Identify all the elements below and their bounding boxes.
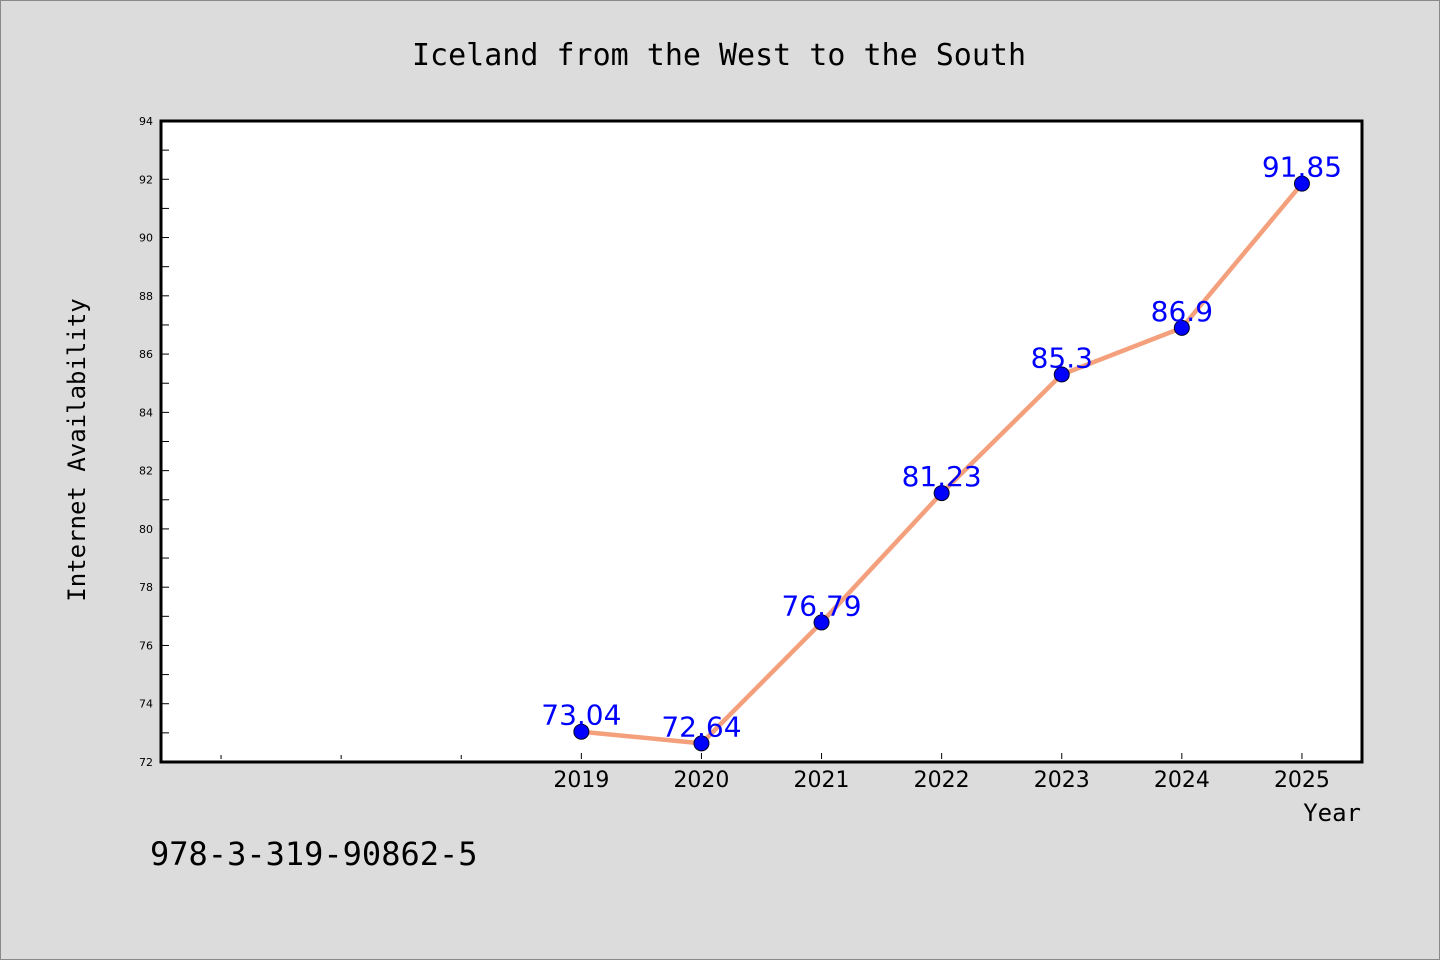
y-tick-label: 92 (139, 173, 153, 186)
chart-title: Iceland from the West to the South (412, 38, 1026, 73)
y-axis: 72 74 76 78 80 82 84 86 88 90 92 94 (139, 115, 169, 769)
x-tick-label: 2019 (553, 768, 609, 793)
data-point (933, 485, 950, 502)
data-point (1053, 366, 1070, 383)
y-tick-label: 86 (139, 348, 153, 361)
x-tick-label: 2024 (1154, 768, 1210, 793)
y-tick-label: 80 (139, 523, 153, 536)
data-label: 81.23 (902, 460, 982, 493)
y-tick-label: 82 (139, 465, 153, 478)
y-tick-label: 72 (139, 756, 153, 769)
y-tick-label: 78 (139, 581, 153, 594)
x-axis-label: Year (1303, 799, 1361, 827)
x-tick-label: 2022 (914, 768, 970, 793)
x-tick-label: 2020 (673, 768, 729, 793)
plot-area (159, 119, 1364, 764)
data-label: 72.64 (661, 710, 741, 743)
y-axis-label: Internet Availability (63, 298, 91, 601)
x-axis: 2019 2020 2021 2022 2023 2024 2025 (220, 753, 1330, 793)
footer-isbn-text: 978-3-319-90862-5 (150, 835, 478, 873)
y-tick-label: 74 (139, 698, 153, 711)
y-tick-label: 94 (139, 115, 153, 128)
data-point (1293, 175, 1310, 192)
data-label: 86.9 (1151, 295, 1213, 328)
y-tick-label: 76 (139, 639, 153, 652)
y-tick-label: 90 (139, 232, 153, 245)
y-tick-label: 84 (139, 406, 153, 419)
y-tick-label: 88 (139, 290, 153, 303)
data-label: 85.3 (1031, 341, 1093, 374)
data-label: 73.04 (541, 699, 621, 732)
data-point (573, 723, 590, 740)
data-point (1173, 319, 1190, 336)
x-tick-label: 2025 (1274, 768, 1330, 793)
data-point (693, 735, 710, 752)
data-label: 91.85 (1262, 151, 1342, 184)
data-labels-layer: 73.04 72.64 76.79 81.23 85.3 86.9 91.85 (541, 151, 1342, 744)
data-label: 76.79 (781, 589, 861, 622)
x-tick-label: 2021 (794, 768, 850, 793)
data-points-layer (573, 175, 1310, 752)
x-tick-label: 2023 (1034, 768, 1090, 793)
data-point (813, 614, 830, 631)
